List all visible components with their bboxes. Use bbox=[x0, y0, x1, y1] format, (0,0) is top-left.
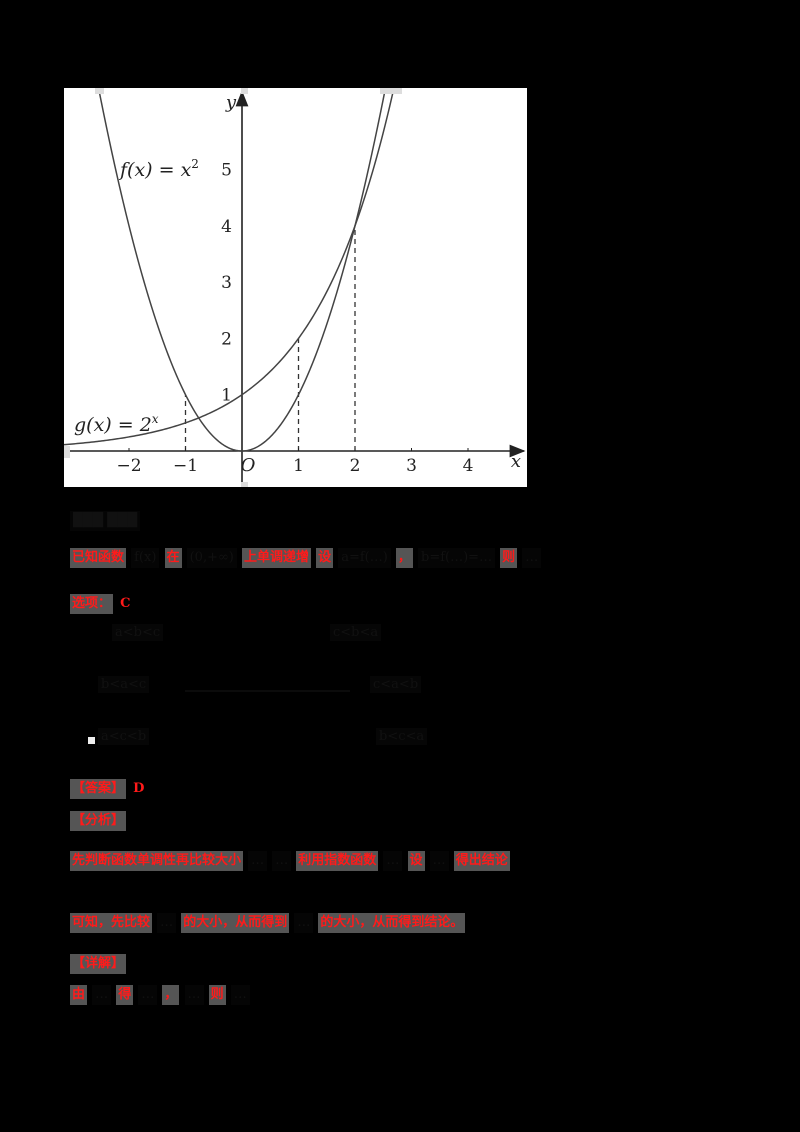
x-axis-label: x bbox=[511, 451, 521, 472]
analysis-math-5: … bbox=[157, 912, 177, 933]
analysis-text-6: 的大小，从而得到 bbox=[181, 912, 290, 933]
section-title: ███ ███ bbox=[70, 510, 141, 531]
option-d: c<a<b bbox=[370, 676, 422, 693]
question-word-2: 上单调递增 bbox=[241, 547, 311, 568]
detail-math-1: … bbox=[92, 984, 112, 1005]
analysis-text-7: 的大小，从而得到结论。 bbox=[318, 912, 466, 933]
y-tick-label: 4 bbox=[221, 217, 232, 237]
option-e: a<c<b bbox=[98, 728, 150, 745]
x-tick-label: −2 bbox=[116, 456, 141, 476]
option-marker bbox=[88, 737, 95, 744]
detail-header: 【详解】 bbox=[70, 953, 127, 974]
analysis-math-2: … bbox=[272, 850, 292, 871]
detail-text-3: ， bbox=[162, 984, 180, 1005]
chart-canvas: −2 −1 1 2 3 4 1 2 3 4 5 x y Of(x) = x2 g(x) = 2x bbox=[64, 88, 526, 487]
question-word-3: 设 bbox=[316, 547, 334, 568]
analysis-text-1: 先判断函数单调性再比较大小 bbox=[70, 850, 244, 871]
analysis-line-2: 可知，先比较 … 的大小，从而得到 … 的大小，从而得到结论。 bbox=[70, 912, 466, 933]
analysis-text-2: 利用指数函数 bbox=[296, 850, 379, 871]
analysis-text-3: 设 bbox=[407, 850, 425, 871]
section-title-row: ███ ███ bbox=[70, 510, 141, 531]
detail-label: 【详解】 bbox=[70, 953, 127, 974]
analysis-label: 【分析】 bbox=[70, 810, 127, 831]
x-tick-label: 4 bbox=[463, 456, 474, 476]
options-header: 选项： C bbox=[70, 593, 132, 614]
question-math-2: (0,+∞) bbox=[186, 547, 237, 568]
analysis-text-4: 得出结论 bbox=[453, 850, 510, 871]
x-tick-label: 3 bbox=[406, 456, 417, 476]
answer-row: 【答案】 D bbox=[70, 778, 146, 799]
question-math-4: b=f(…)=… bbox=[418, 547, 496, 568]
question-math-5: … bbox=[522, 547, 542, 568]
question-prefix: 已知函数 bbox=[70, 547, 127, 568]
option-divider bbox=[185, 690, 350, 692]
option-c: b<a<c bbox=[98, 676, 150, 693]
answer-value: D bbox=[133, 780, 145, 796]
y-axis-label: y bbox=[225, 92, 237, 113]
options-header-label: 选项： bbox=[70, 593, 114, 614]
analysis-line-1: 先判断函数单调性再比较大小 … … 利用指数函数 … 设 … 得出结论 bbox=[70, 850, 510, 871]
option-f: b<c<a bbox=[376, 728, 428, 745]
analysis-math-4: … bbox=[429, 850, 449, 871]
analysis-math-6: … bbox=[294, 912, 314, 933]
label-f-x: f(x) = x2 bbox=[118, 157, 199, 181]
question-line: 已知函数 f(x) 在 (0,+∞) 上单调递增 设 a=f(…) ， b=f(… bbox=[70, 547, 542, 568]
analysis-math-3: … bbox=[383, 850, 403, 871]
question-word-4: ， bbox=[395, 547, 413, 568]
detail-math-4: … bbox=[230, 984, 250, 1005]
analysis-header: 【分析】 bbox=[70, 810, 127, 831]
edge-mark bbox=[95, 88, 104, 94]
question-math-1: f(x) bbox=[131, 547, 160, 568]
detail-math-2: … bbox=[138, 984, 158, 1005]
y-tick-label: 5 bbox=[221, 161, 232, 181]
x-tick-label: 2 bbox=[350, 456, 361, 476]
question-math-3: a=f(…) bbox=[338, 547, 391, 568]
edge-mark bbox=[64, 446, 70, 458]
question-word-1: 在 bbox=[164, 547, 182, 568]
detail-text-1: 由 bbox=[70, 984, 88, 1005]
x-tick-label: −1 bbox=[173, 456, 198, 476]
y-tick-label: 3 bbox=[221, 273, 232, 293]
x-tick-label: 1 bbox=[293, 456, 304, 476]
analysis-math-1: … bbox=[248, 850, 268, 871]
y-tick-label: 2 bbox=[221, 329, 232, 349]
options-header-letter: C bbox=[120, 595, 131, 611]
edge-mark bbox=[241, 88, 248, 94]
detail-math-3: … bbox=[184, 984, 204, 1005]
edge-mark bbox=[380, 88, 402, 94]
detail-line: 由 … 得 … ， … 则 … bbox=[70, 984, 250, 1005]
origin-label: O bbox=[241, 455, 256, 476]
y-tick-label: 1 bbox=[221, 386, 232, 406]
analysis-text-5: 可知，先比较 bbox=[70, 912, 153, 933]
curve-f-x-squared bbox=[97, 88, 387, 452]
question-word-5: 则 bbox=[500, 547, 518, 568]
detail-text-4: 则 bbox=[208, 984, 226, 1005]
answer-label: 【答案】 bbox=[70, 778, 127, 799]
option-b: c<b<a bbox=[330, 624, 382, 641]
option-a: a<b<c bbox=[112, 624, 164, 641]
label-g-x: g(x) = 2x bbox=[74, 412, 159, 436]
edge-mark bbox=[241, 482, 248, 487]
curve-g-2-pow-x bbox=[64, 88, 395, 446]
detail-text-2: 得 bbox=[116, 984, 134, 1005]
